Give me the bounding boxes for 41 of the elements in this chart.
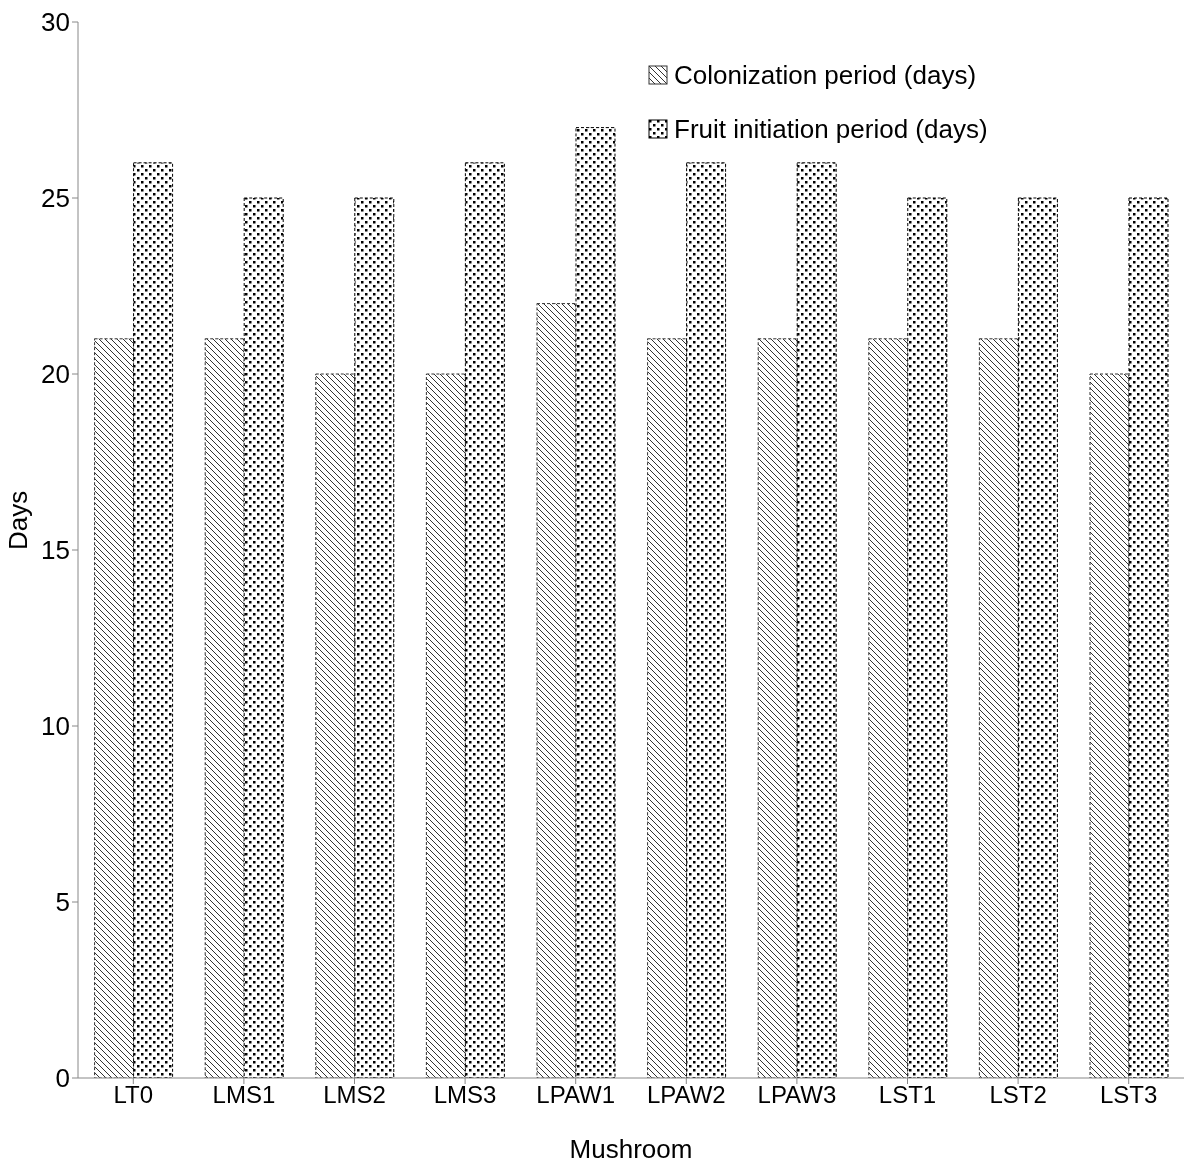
x-axis-title: Mushroom [569, 1134, 693, 1164]
x-tick-label: LPAW3 [757, 1081, 837, 1109]
bar [354, 197, 395, 1078]
bar [1089, 373, 1130, 1078]
x-tick-label: LPAW2 [646, 1081, 726, 1109]
y-tick-label: 10 [41, 711, 70, 742]
y-tick-label: 20 [41, 359, 70, 390]
legend-label: Fruit initiation period (days) [674, 113, 988, 146]
bar [94, 338, 135, 1078]
legend-label: Colonization period (days) [674, 59, 977, 92]
bar [425, 373, 466, 1078]
y-tick-label: 30 [41, 7, 70, 38]
bar [757, 338, 798, 1078]
bar [1017, 197, 1058, 1078]
y-axis-title: Days [3, 490, 34, 550]
x-tick-label: LMS3 [433, 1081, 497, 1109]
x-tick-label: LMS1 [212, 1081, 276, 1109]
bar [686, 162, 727, 1078]
x-tick-label: LST3 [1100, 1081, 1158, 1109]
bar [536, 303, 577, 1078]
bar [796, 162, 837, 1078]
bar [647, 338, 688, 1078]
bar [1128, 197, 1169, 1078]
bar [978, 338, 1019, 1078]
x-tick-label: LPAW1 [536, 1081, 616, 1109]
y-tick-label: 5 [55, 887, 70, 918]
bar [575, 127, 616, 1078]
bar [907, 197, 948, 1078]
y-tick-label: 25 [41, 183, 70, 214]
x-tick-label: LMS2 [323, 1081, 386, 1109]
x-tick-label: LST1 [878, 1081, 937, 1109]
y-tick-label: 0 [55, 1063, 70, 1094]
bar [204, 338, 245, 1078]
bar [464, 162, 505, 1078]
bar [315, 373, 356, 1078]
bar [868, 338, 909, 1078]
x-tick-label: LT0 [113, 1081, 154, 1109]
x-tick-label: LST2 [989, 1081, 1047, 1109]
bar [133, 162, 174, 1078]
bar [243, 197, 284, 1078]
y-tick-label: 15 [41, 535, 70, 566]
